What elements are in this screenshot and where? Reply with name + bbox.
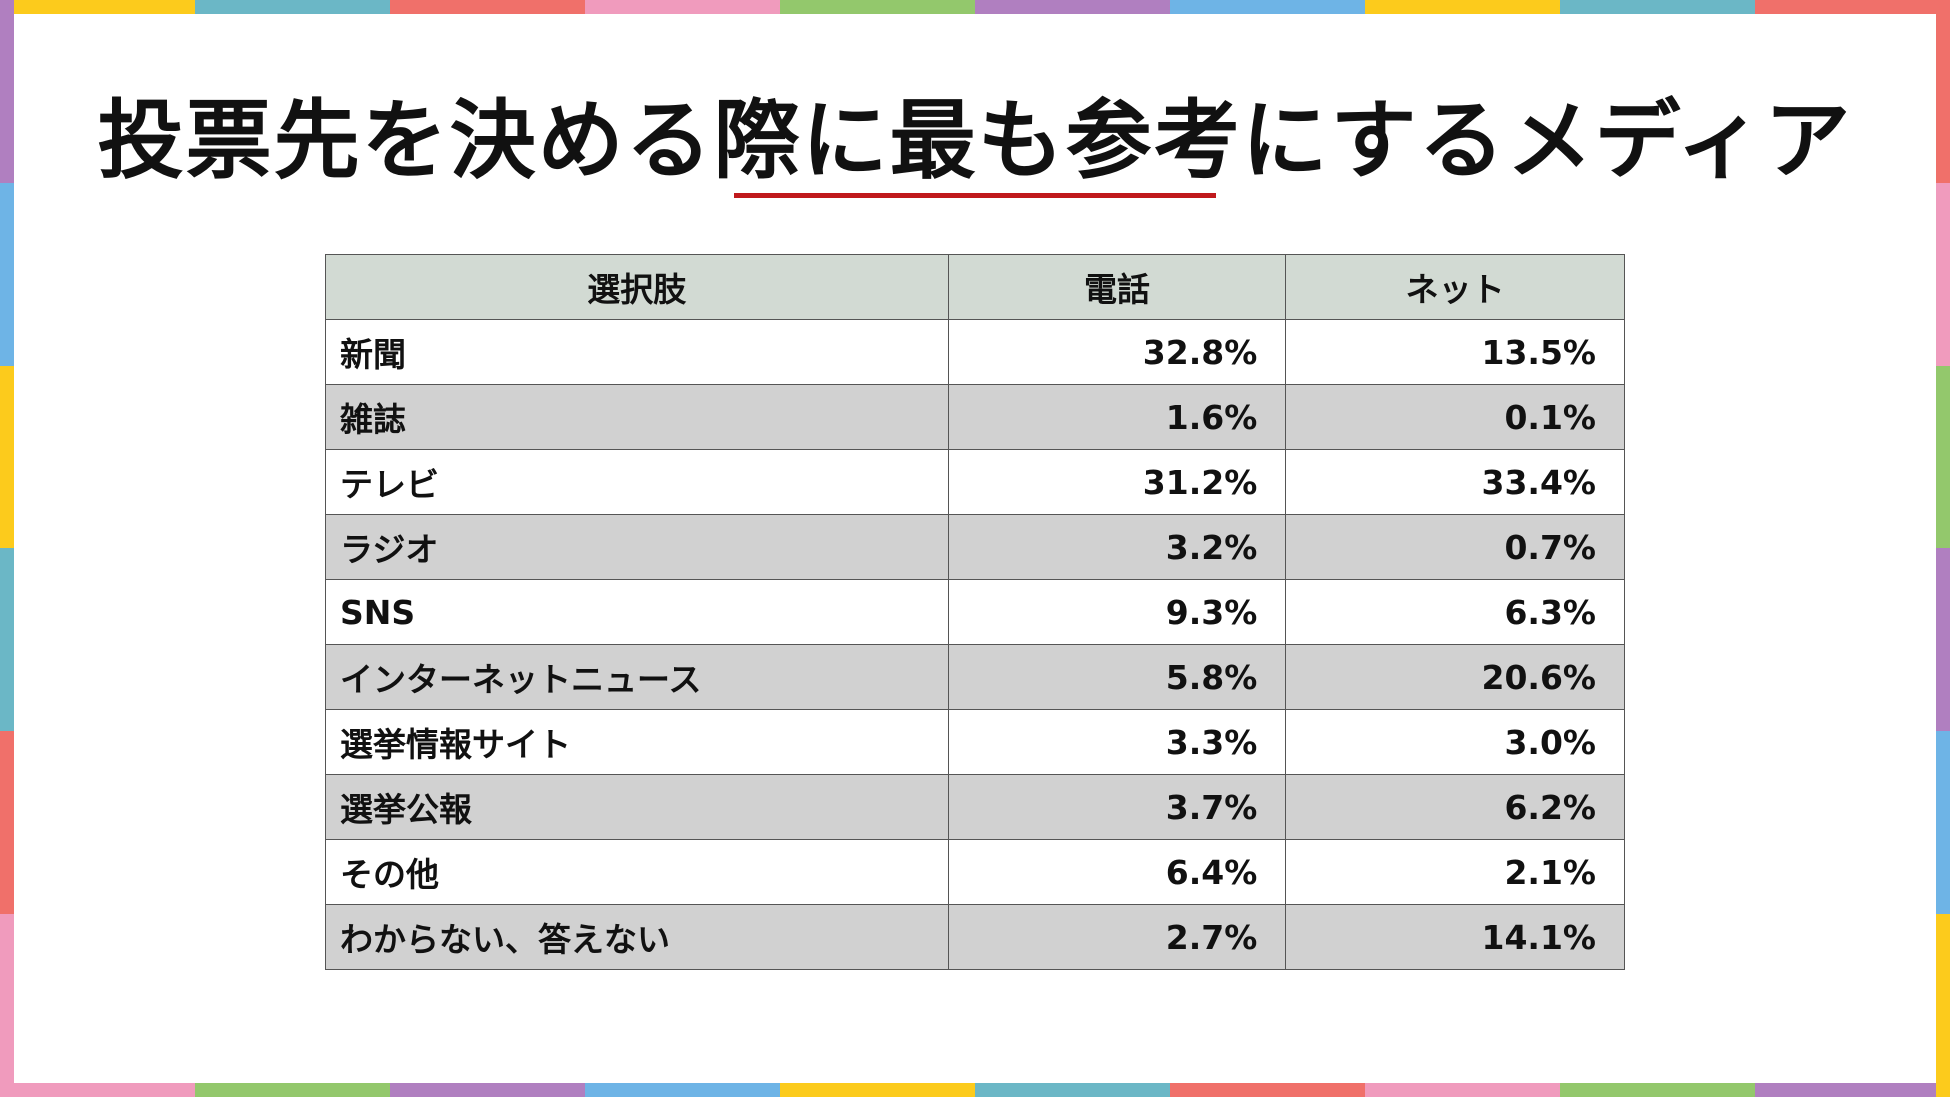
border-segment (975, 1083, 1170, 1097)
table-row: テレビ 31.2% 33.4% (325, 449, 1625, 515)
border-segment (0, 548, 14, 732)
survey-table: 選択肢 電話 ネット 新聞 32.8% 13.5% 雑誌 1.6% 0.1% テ… (325, 254, 1625, 970)
border-segment (195, 0, 390, 14)
table-row: ラジオ 3.2% 0.7% (325, 514, 1625, 580)
row-net-value: 0.7% (1285, 514, 1625, 580)
row-phone-value: 2.7% (947, 904, 1287, 970)
row-net-value: 13.5% (1285, 319, 1625, 385)
border-segment (1936, 0, 1950, 183)
border-segment (0, 365, 14, 549)
row-net-value: 6.2% (1285, 774, 1625, 840)
border-segment (0, 1083, 195, 1097)
header-option: 選択肢 (325, 254, 949, 320)
table-row: 新聞 32.8% 13.5% (325, 319, 1625, 385)
row-phone-value: 3.7% (947, 774, 1287, 840)
border-segment (195, 1083, 390, 1097)
border-segment (780, 0, 975, 14)
row-phone-value: 3.3% (947, 709, 1287, 775)
row-net-value: 33.4% (1285, 449, 1625, 515)
border-segment (1936, 182, 1950, 366)
row-label: わからない、答えない (325, 904, 949, 970)
row-phone-value: 1.6% (947, 384, 1287, 450)
row-phone-value: 5.8% (947, 644, 1287, 710)
row-net-value: 2.1% (1285, 839, 1625, 905)
border-segment (1936, 914, 1950, 1097)
row-phone-value: 3.2% (947, 514, 1287, 580)
border-segment (1755, 0, 1950, 14)
row-phone-value: 31.2% (947, 449, 1287, 515)
border-segment (1170, 1083, 1365, 1097)
row-net-value: 20.6% (1285, 644, 1625, 710)
row-net-value: 0.1% (1285, 384, 1625, 450)
border-segment (390, 0, 585, 14)
border-segment (1365, 1083, 1560, 1097)
border-segment (1560, 1083, 1755, 1097)
table-row: 雑誌 1.6% 0.1% (325, 384, 1625, 450)
border-segment (1936, 365, 1950, 549)
border-segment (780, 1083, 975, 1097)
table-row: その他 6.4% 2.1% (325, 839, 1625, 905)
border-segment (1560, 0, 1755, 14)
row-label: 雑誌 (325, 384, 949, 450)
row-label: SNS (325, 579, 949, 645)
border-segment (0, 0, 14, 183)
border-segment (0, 182, 14, 366)
row-net-value: 6.3% (1285, 579, 1625, 645)
row-phone-value: 32.8% (947, 319, 1287, 385)
border-bottom (0, 1083, 1950, 1097)
row-phone-value: 9.3% (947, 579, 1287, 645)
row-label: インターネットニュース (325, 644, 949, 710)
border-right (1936, 0, 1950, 1097)
row-label: その他 (325, 839, 949, 905)
border-segment (1365, 0, 1560, 14)
row-label: 選挙公報 (325, 774, 949, 840)
header-phone: 電話 (947, 254, 1287, 320)
slide-title: 投票先を決める際に最も参考にするメディア (97, 91, 1853, 191)
row-label: テレビ (325, 449, 949, 515)
title-underline (734, 193, 1216, 198)
table-header-row: 選択肢 電話 ネット (325, 254, 1625, 320)
border-segment (1936, 548, 1950, 732)
border-segment (585, 0, 780, 14)
row-label: 選挙情報サイト (325, 709, 949, 775)
row-label: 新聞 (325, 319, 949, 385)
border-segment (975, 0, 1170, 14)
table-row: SNS 9.3% 6.3% (325, 579, 1625, 645)
border-segment (1936, 731, 1950, 915)
header-net: ネット (1285, 254, 1625, 320)
border-segment (1170, 0, 1365, 14)
border-top (0, 0, 1950, 14)
table-row: わからない、答えない 2.7% 14.1% (325, 904, 1625, 970)
row-label: ラジオ (325, 514, 949, 580)
table-row: 選挙情報サイト 3.3% 3.0% (325, 709, 1625, 775)
border-segment (0, 914, 14, 1097)
border-segment (0, 731, 14, 915)
table-row: 選挙公報 3.7% 6.2% (325, 774, 1625, 840)
row-net-value: 14.1% (1285, 904, 1625, 970)
border-segment (585, 1083, 780, 1097)
border-segment (1755, 1083, 1950, 1097)
row-phone-value: 6.4% (947, 839, 1287, 905)
border-left (0, 0, 14, 1097)
row-net-value: 3.0% (1285, 709, 1625, 775)
border-segment (390, 1083, 585, 1097)
border-segment (0, 0, 195, 14)
table-row: インターネットニュース 5.8% 20.6% (325, 644, 1625, 710)
